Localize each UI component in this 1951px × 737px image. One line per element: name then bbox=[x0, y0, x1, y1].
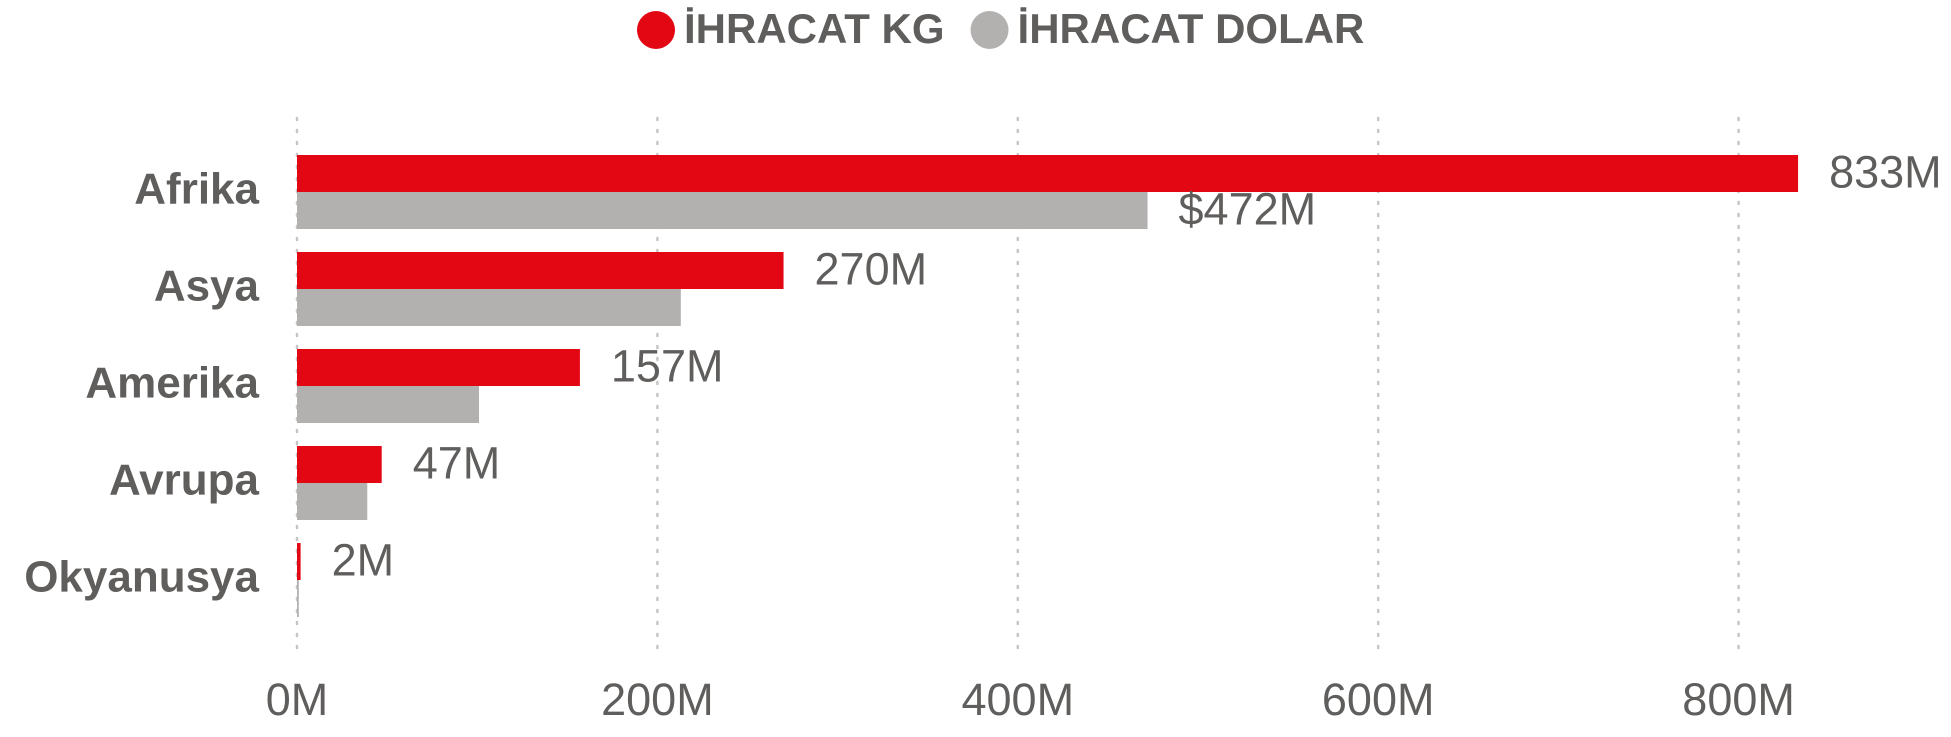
data-label: 47M bbox=[413, 437, 501, 488]
x-tick-label: 0M bbox=[266, 674, 329, 725]
data-label: 2M bbox=[332, 534, 395, 585]
bar bbox=[297, 446, 382, 483]
bar bbox=[297, 543, 301, 580]
category-label: Amerika bbox=[85, 359, 259, 408]
x-tick-label: 600M bbox=[1322, 674, 1435, 725]
bar bbox=[297, 155, 1799, 192]
legend-marker bbox=[970, 11, 1009, 49]
x-tick-label: 400M bbox=[962, 674, 1075, 725]
data-label: 833M bbox=[1829, 146, 1942, 197]
bar bbox=[297, 483, 368, 520]
bar bbox=[297, 289, 681, 326]
category-label: Avrupa bbox=[109, 456, 259, 505]
bar bbox=[297, 386, 480, 423]
category-label: Asya bbox=[154, 262, 260, 311]
data-label: 157M bbox=[611, 340, 724, 391]
bar bbox=[297, 580, 299, 617]
bar bbox=[297, 252, 784, 289]
data-label: $472M bbox=[1179, 183, 1317, 234]
legend-marker bbox=[637, 11, 675, 49]
bar bbox=[297, 349, 580, 386]
x-tick-label: 200M bbox=[601, 674, 714, 725]
category-label: Okyanusya bbox=[24, 553, 259, 602]
data-label: 270M bbox=[815, 243, 928, 294]
bar bbox=[297, 192, 1148, 229]
x-tick-label: 800M bbox=[1682, 674, 1795, 725]
legend-label: İHRACAT KG bbox=[684, 5, 945, 52]
legend-label: İHRACAT DOLAR bbox=[1018, 5, 1365, 52]
category-label: Afrika bbox=[134, 165, 259, 214]
